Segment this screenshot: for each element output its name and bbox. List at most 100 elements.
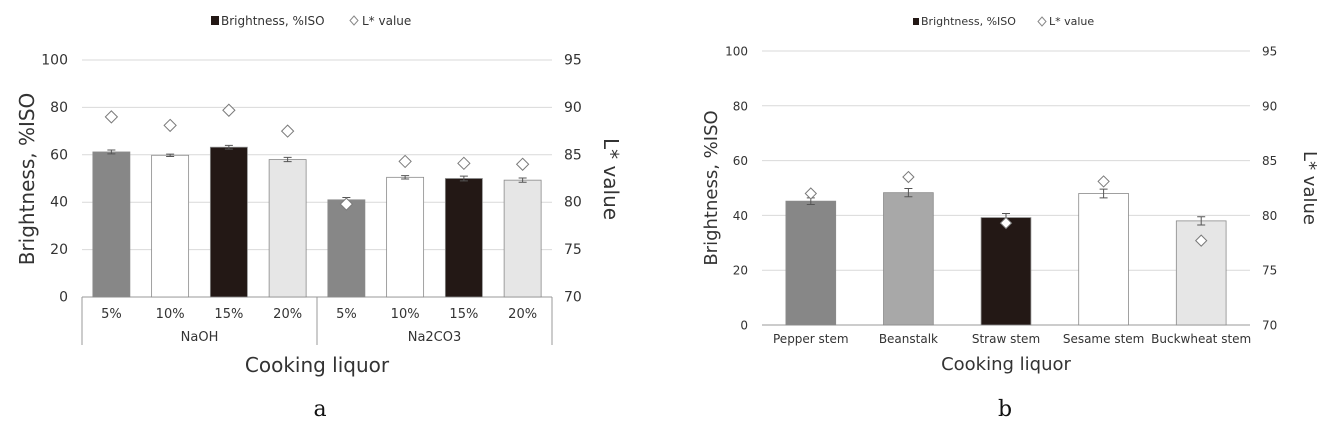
- a-x-tick-label: 20%: [508, 307, 537, 322]
- panel-a-legend-lstar-label: L* value: [362, 14, 411, 28]
- b-error-bar: [904, 188, 913, 198]
- a-x-tick-label: 10%: [156, 307, 185, 322]
- a-error-bar: [166, 153, 175, 157]
- panel-a-chart: Brightness, %ISO L* value 0 20 40 60 80 100 7…: [15, 14, 623, 422]
- panel-b-y2-axis-title: L* value: [1299, 151, 1317, 225]
- b-lstar-marker: [1194, 234, 1208, 247]
- b-error-bar: [1099, 188, 1108, 199]
- a-bar: [327, 199, 366, 298]
- panel-b-label: b: [998, 397, 1012, 422]
- panel-a-legend-brightness-label: Brightness, %ISO: [221, 14, 325, 28]
- panel-a-y-tick-labels: 0 20 40 60 80 100: [41, 53, 68, 306]
- b-lstar-marker: [1097, 175, 1110, 188]
- a-lstar-marker: [339, 197, 354, 211]
- panel-b-x-tick-labels: Pepper stem Beanstalk Straw stem Sesame ste…: [773, 332, 1251, 346]
- b-x-tick-label: Straw stem: [972, 332, 1040, 346]
- panel-b-legend-lstar-marker: [1037, 16, 1047, 27]
- a-y-tick-label: 20: [50, 242, 68, 258]
- panel-a-x-axis-title: Cooking liquor: [245, 353, 390, 377]
- b-x-tick-label: Buckwheat stem: [1151, 332, 1251, 346]
- a-y2-tick-label: 75: [564, 242, 582, 258]
- b-lstar-marker: [902, 170, 915, 184]
- a-bar: [209, 146, 248, 298]
- b-y-tick-label: 20: [733, 264, 748, 278]
- b-y2-tick-label: 85: [1262, 154, 1277, 168]
- a-y2-tick-label: 70: [564, 290, 582, 306]
- panel-a-y2-tick-labels: 70 75 80 85 90 95: [564, 53, 582, 306]
- a-error-bar: [518, 177, 527, 183]
- panel-b-legend: Brightness, %ISO L* value: [913, 15, 1094, 28]
- b-y-tick-label: 0: [740, 319, 748, 333]
- panel-a-bars: [92, 146, 542, 298]
- a-x-tick-label: 5%: [101, 307, 122, 322]
- b-y2-tick-label: 70: [1262, 319, 1277, 333]
- a-lstar-marker: [280, 124, 295, 138]
- a-y-tick-label: 0: [59, 290, 68, 306]
- a-x-tick-label: 10%: [391, 307, 420, 322]
- a-bar: [151, 154, 190, 298]
- a-y2-tick-label: 90: [564, 100, 582, 116]
- b-x-tick-label: Sesame stem: [1063, 332, 1145, 346]
- b-lstar-marker: [804, 187, 818, 200]
- a-y2-tick-label: 95: [564, 53, 582, 69]
- panel-a-x-tick-labels: 5% 10% 15% 20% 5% 10% 15% 20%: [101, 307, 537, 322]
- a-error-bar: [107, 149, 116, 155]
- b-y-tick-label: 40: [733, 209, 748, 223]
- panel-b-y-axis-title: Brightness, %ISO: [701, 110, 722, 265]
- a-lstar-marker: [163, 118, 177, 133]
- b-y-tick-label: 60: [733, 154, 748, 168]
- panel-a-legend-lstar-marker: [349, 15, 359, 26]
- a-lstar-marker: [104, 110, 119, 124]
- panel-b-x-axis-title: Cooking liquor: [941, 354, 1071, 375]
- panel-a-error-bars: [107, 144, 527, 203]
- a-y2-tick-label: 80: [564, 195, 582, 211]
- b-bar: [980, 217, 1032, 326]
- panel-b-gridlines: [762, 50, 1250, 326]
- b-x-tick-label: Pepper stem: [773, 332, 849, 346]
- panel-a-legend: Brightness, %ISO L* value: [211, 14, 411, 28]
- a-group-label: NaOH: [181, 330, 219, 345]
- panel-a-legend-brightness-swatch: [211, 16, 219, 25]
- panel-b-bars: [785, 192, 1227, 326]
- panel-b-lstar-markers: [804, 170, 1208, 247]
- panel-a-group-labels: NaOH Na2CO3: [81, 297, 553, 345]
- a-lstar-marker: [515, 157, 530, 171]
- b-bar: [1078, 193, 1129, 326]
- a-bar: [444, 178, 483, 298]
- b-y2-tick-label: 95: [1262, 45, 1277, 59]
- a-bar: [92, 151, 131, 298]
- panel-b-chart: Brightness, %ISO L* value 0 20 40 60 80 100 7…: [701, 15, 1317, 422]
- b-y-tick-label: 100: [725, 45, 748, 59]
- panel-a-y2-axis-title: L* value: [599, 138, 623, 220]
- panel-b-legend-brightness-label: Brightness, %ISO: [921, 15, 1016, 28]
- panel-b-y-tick-labels: 0 20 40 60 80 100: [725, 45, 748, 333]
- a-y-tick-label: 40: [50, 195, 68, 211]
- b-y2-tick-label: 80: [1262, 209, 1277, 223]
- panel-b-y2-tick-labels: 70 75 80 85 90 95: [1262, 45, 1277, 333]
- a-x-tick-label: 15%: [214, 307, 243, 322]
- a-x-tick-label: 15%: [449, 307, 478, 322]
- a-error-bar: [401, 175, 410, 180]
- b-error-bar: [1197, 216, 1206, 226]
- a-lstar-marker: [457, 156, 471, 171]
- a-x-tick-label: 20%: [273, 307, 302, 322]
- a-group-label: Na2CO3: [408, 330, 462, 345]
- a-lstar-marker: [398, 154, 412, 169]
- b-y-tick-label: 80: [733, 99, 748, 113]
- b-y2-tick-label: 75: [1262, 264, 1277, 278]
- b-bar: [883, 192, 934, 326]
- a-bar: [386, 176, 425, 298]
- a-error-bar: [283, 156, 292, 163]
- a-x-tick-label: 5%: [336, 307, 357, 322]
- a-error-bar: [224, 144, 233, 150]
- panel-b-legend-brightness-swatch: [913, 18, 919, 25]
- a-y-tick-label: 80: [50, 100, 68, 116]
- a-lstar-marker: [222, 103, 236, 117]
- b-lstar-marker: [999, 216, 1013, 230]
- a-y-tick-label: 100: [41, 53, 68, 69]
- a-error-bar: [459, 175, 468, 182]
- a-bar: [503, 179, 542, 298]
- b-y2-tick-label: 90: [1262, 99, 1277, 113]
- panel-a-y-axis-title: Brightness, %ISO: [15, 93, 39, 266]
